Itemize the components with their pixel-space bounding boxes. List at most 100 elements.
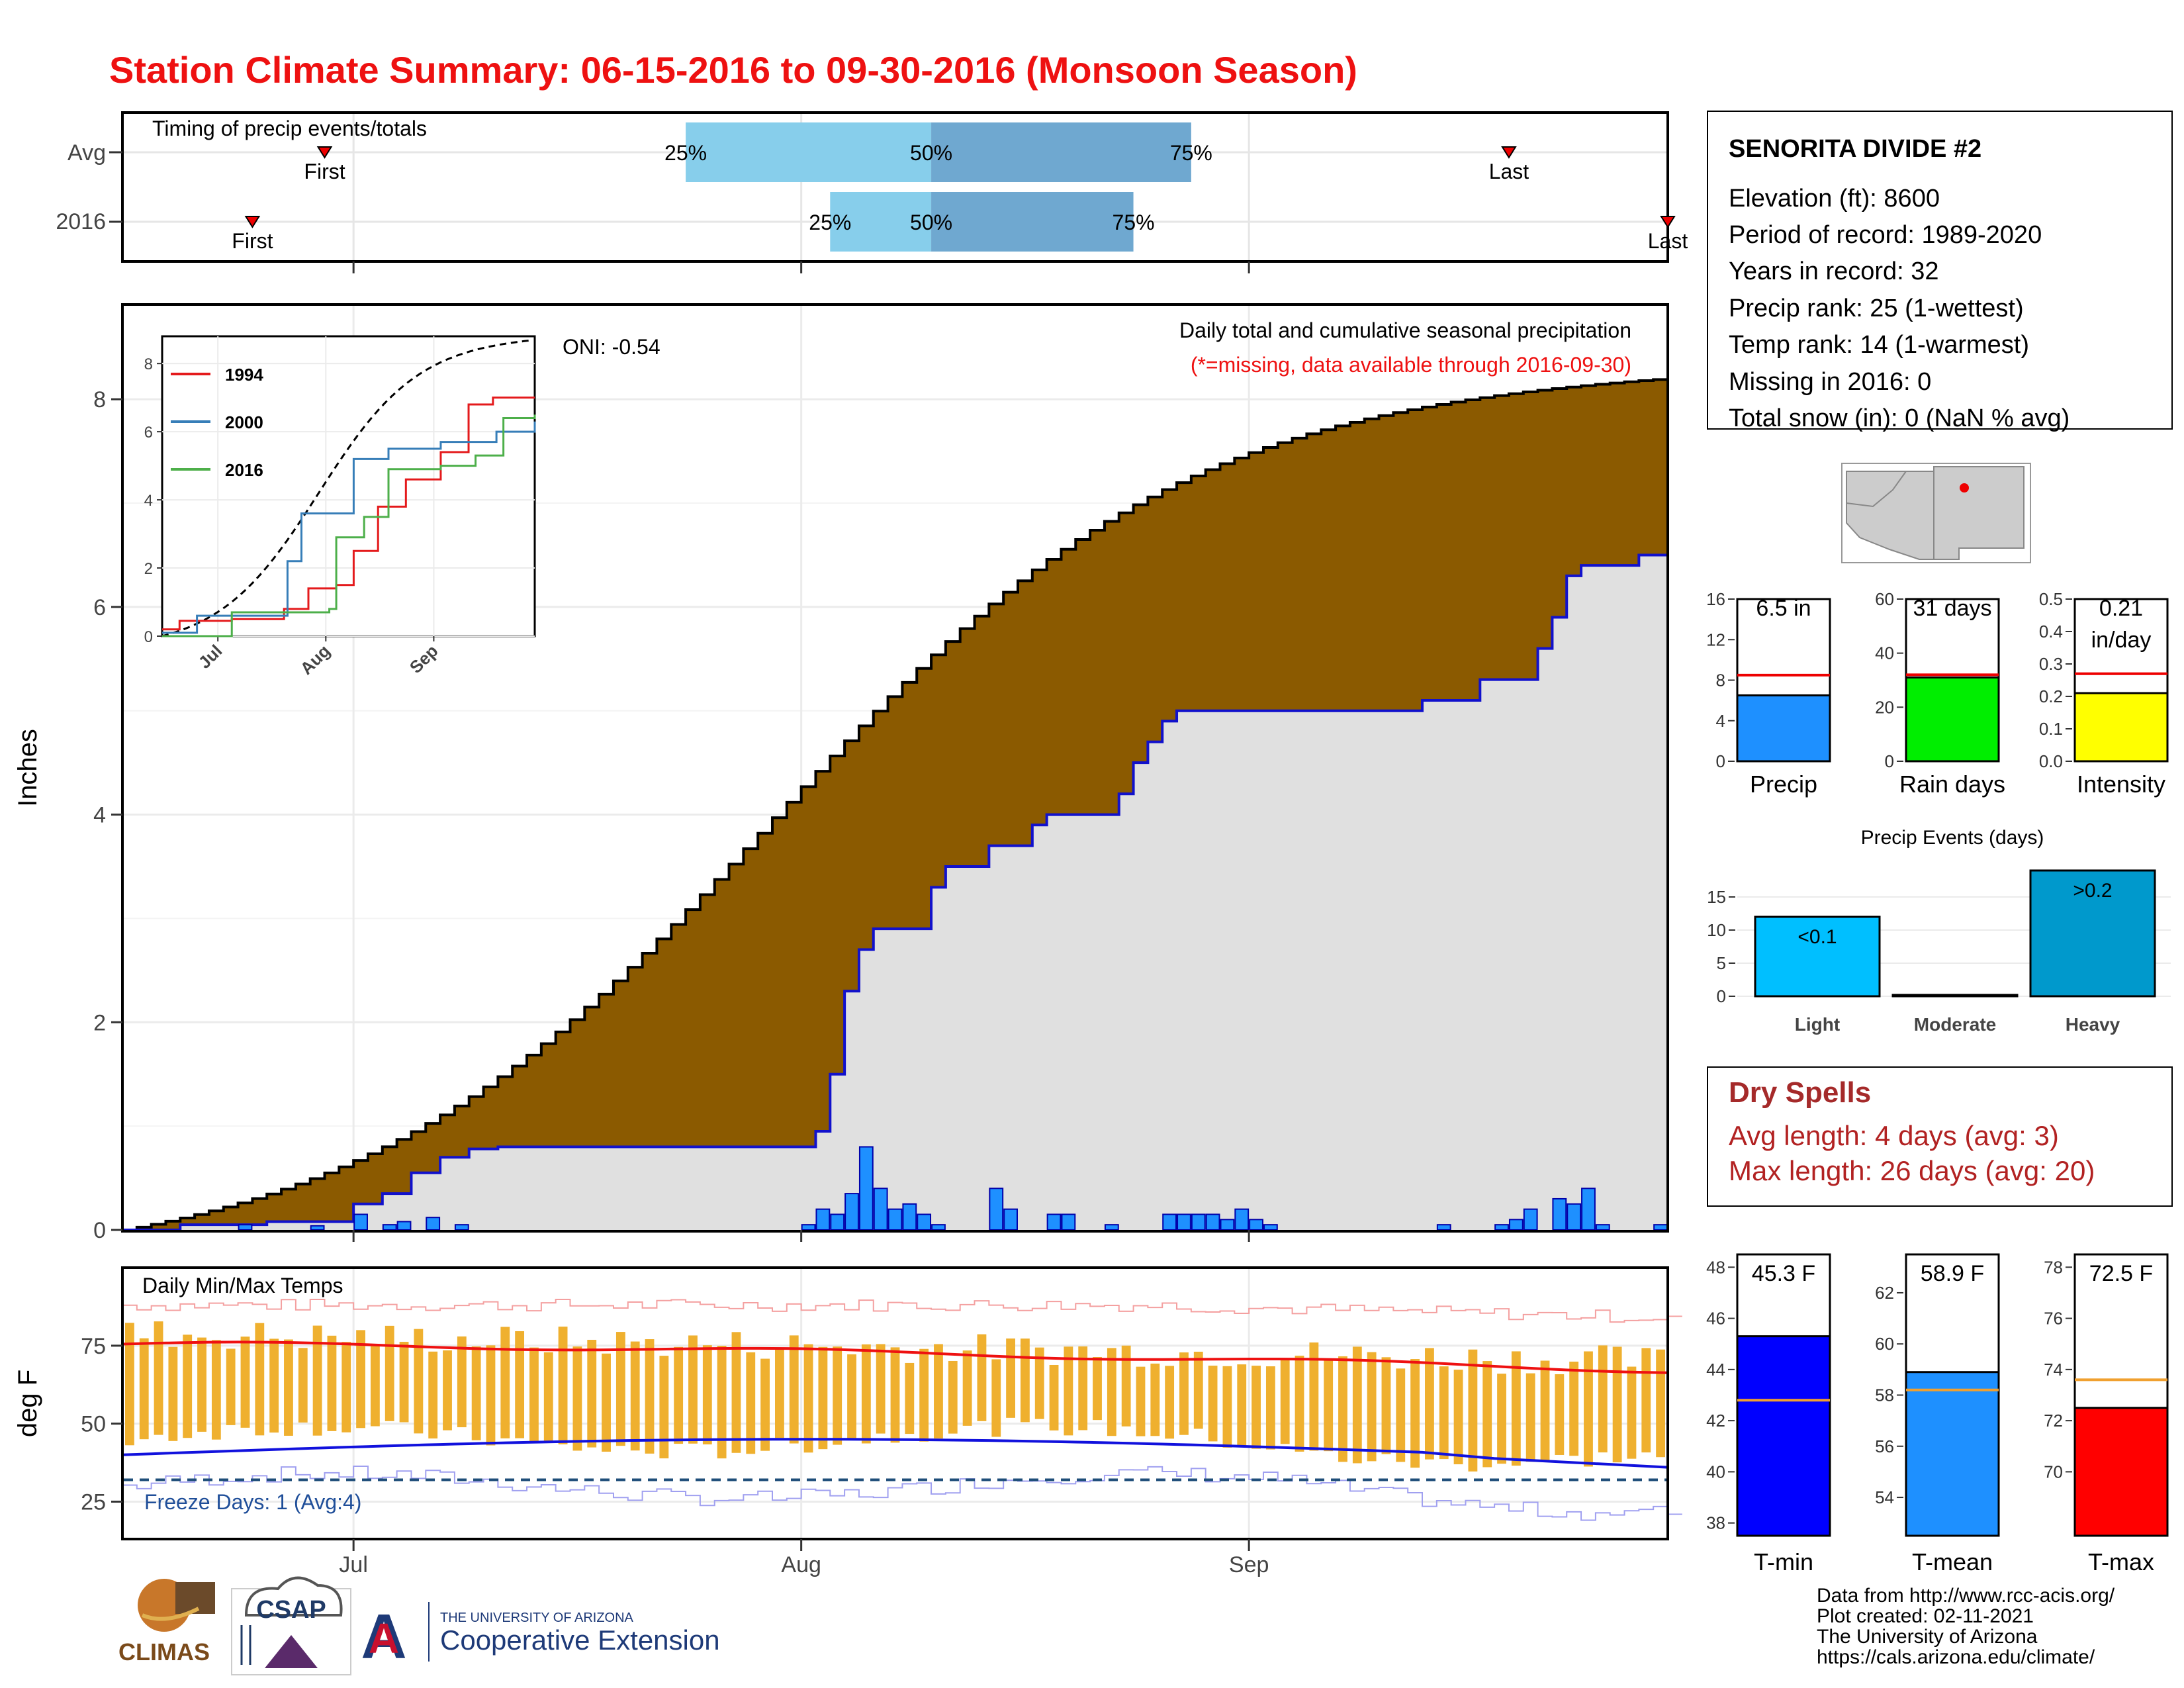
daily-temp-bar bbox=[1078, 1346, 1088, 1430]
events-y-tick-label: 0 bbox=[1717, 986, 1726, 1006]
precip-event-bar bbox=[2029, 869, 2156, 998]
date-x-axis: Jul Aug Sep bbox=[339, 261, 1269, 1577]
temp-y-tick-label: 25 bbox=[81, 1489, 106, 1515]
summary-bar-value: 6.5 in bbox=[1756, 596, 1811, 621]
precip-panel-frame bbox=[121, 303, 1669, 1233]
daily-precip-bar bbox=[1508, 1219, 1524, 1231]
precip-event-category: Light bbox=[1795, 1014, 1840, 1035]
daily-precip-bar bbox=[426, 1217, 441, 1231]
daily-temp-bar bbox=[284, 1339, 293, 1436]
date-x-tick-label: Jul bbox=[339, 1552, 367, 1577]
station-name: SENORITA DIVIDE #2 bbox=[1729, 135, 1981, 163]
precip-y-tick-label: 8 bbox=[93, 387, 106, 412]
daily-precip-bar bbox=[1191, 1213, 1206, 1231]
daily-temp-bar bbox=[327, 1335, 337, 1431]
precip-y-tick-label: 4 bbox=[93, 803, 106, 828]
station-location-marker bbox=[1960, 483, 1969, 492]
timing-last-label: Last bbox=[1489, 160, 1529, 183]
summary-bar bbox=[2073, 692, 2169, 763]
csap-logo-text: CSAP bbox=[256, 1596, 326, 1624]
daily-precip-bar bbox=[1003, 1208, 1018, 1231]
daily-temp-bar bbox=[1309, 1342, 1319, 1451]
dry-spells-title: Dry Spells bbox=[1729, 1076, 1871, 1109]
daily-temp-bar bbox=[428, 1351, 438, 1439]
summary-bar-value: in/day bbox=[2091, 628, 2152, 653]
daily-temp-bar bbox=[1020, 1338, 1030, 1423]
daily-precip-bar bbox=[1653, 1224, 1668, 1231]
precip-y-axis-title: Inches bbox=[13, 729, 42, 807]
dry-spells-max: Max length: 26 days (avg: 20) bbox=[1729, 1155, 2095, 1186]
station-line: Period of record: 1989-2020 bbox=[1729, 221, 2042, 249]
daily-temp-bar bbox=[1540, 1360, 1550, 1460]
daily-temp-bar bbox=[486, 1345, 496, 1446]
events-y-tick-label: 5 bbox=[1717, 953, 1726, 973]
daily-precip-bar bbox=[382, 1224, 397, 1231]
season-summary-bars: 0 4 8 12 16 6.5 in Precip 0 20 40 60 31 days Rain da… bbox=[1706, 589, 2169, 798]
daily-temp-bar bbox=[139, 1338, 149, 1440]
daily-temp-bar bbox=[645, 1339, 655, 1454]
temp-summary-bar bbox=[2073, 1407, 2169, 1537]
daily-temp-bar bbox=[1352, 1346, 1362, 1464]
university-of-arizona-logo: A A THE UNIVERSITY OF ARIZONA Cooperativ… bbox=[361, 1601, 719, 1672]
footer-line: Plot created: 02-11-2021 bbox=[1817, 1605, 2034, 1627]
daily-precip-bar bbox=[238, 1224, 253, 1231]
daily-precip-bar bbox=[1595, 1224, 1610, 1231]
daily-precip-bar bbox=[902, 1203, 917, 1231]
daily-temp-bar bbox=[1049, 1364, 1059, 1430]
timing-first-last-markers: First Last First Last bbox=[232, 146, 1688, 253]
daily-temp-bar bbox=[457, 1336, 467, 1428]
station-line: Elevation (ft): 8600 bbox=[1729, 185, 1940, 212]
daily-temp-bar bbox=[1150, 1363, 1160, 1436]
daily-temp-bar bbox=[1136, 1366, 1146, 1436]
precip-events-title: Precip Events (days) bbox=[1861, 827, 2044, 849]
temp-summary-tick-label: 40 bbox=[1706, 1462, 1725, 1481]
quartile-label: 75% bbox=[1170, 141, 1212, 165]
average-cumulative-line bbox=[122, 378, 1669, 1231]
daily-precip-bar bbox=[931, 1224, 946, 1231]
daily-temp-bar bbox=[414, 1329, 424, 1434]
daily-temp-bar bbox=[803, 1344, 813, 1453]
summary-bar-tick-label: 4 bbox=[1716, 711, 1725, 731]
daily-temp-bar bbox=[1584, 1351, 1593, 1467]
events-y-tick-label: 15 bbox=[1707, 887, 1726, 907]
precip-y-tick-label: 6 bbox=[93, 595, 106, 620]
daily-temp-bar bbox=[1280, 1360, 1290, 1444]
temp-y-tick-label: 50 bbox=[81, 1412, 106, 1437]
daily-precip-bar bbox=[1552, 1197, 1567, 1231]
daily-temp-bar bbox=[269, 1338, 279, 1433]
temp-summary-tick-label: 48 bbox=[1706, 1257, 1725, 1277]
daily-temp-bar bbox=[602, 1353, 611, 1452]
ua-small-text: THE UNIVERSITY OF ARIZONA bbox=[440, 1611, 634, 1625]
daily-precip-bar bbox=[815, 1208, 831, 1231]
timing-row-avg-label: Avg bbox=[68, 140, 106, 165]
daily-temp-bar bbox=[1482, 1361, 1492, 1468]
inset-frame bbox=[161, 335, 536, 637]
timing-row-2016-label: 2016 bbox=[56, 209, 106, 234]
daily-precip-bar bbox=[1104, 1224, 1119, 1231]
timing-first-label: First bbox=[304, 160, 345, 183]
csap-logo: CSAP bbox=[231, 1576, 351, 1675]
inset-y-tick-label: 0 bbox=[144, 628, 153, 646]
daily-temp-bar bbox=[702, 1345, 712, 1444]
temp-summary-tick-label: 42 bbox=[1706, 1411, 1725, 1430]
temp-y-axis: 25 50 75 bbox=[81, 1334, 122, 1515]
daily-temp-bar bbox=[1324, 1359, 1334, 1452]
daily-precip-bar bbox=[1234, 1208, 1250, 1231]
daily-temp-bar bbox=[1497, 1374, 1506, 1464]
precip-panel-subtitle: Daily total and cumulative seasonal prec… bbox=[1179, 318, 1631, 342]
temp-summary-tick-label: 70 bbox=[2044, 1462, 2063, 1481]
daily-temp-bar bbox=[1222, 1366, 1232, 1448]
daily-precip-bar bbox=[1249, 1219, 1263, 1231]
daily-temp-bar bbox=[226, 1348, 236, 1425]
daily-temp-bar bbox=[529, 1347, 539, 1442]
station-info-box: SENORITA DIVIDE #2 Elevation (ft): 8600 … bbox=[1707, 111, 2173, 432]
average-tmin-line bbox=[122, 1438, 1668, 1469]
daily-temp-bar bbox=[991, 1359, 1001, 1437]
daily-temp-bar bbox=[919, 1348, 929, 1442]
daily-temp-bar bbox=[125, 1323, 134, 1446]
daily-precip-bar bbox=[844, 1193, 859, 1231]
timing-first-marker bbox=[316, 146, 333, 159]
summary-bar-tick-label: 0.0 bbox=[2039, 751, 2063, 771]
summary-bar-tick-label: 0.3 bbox=[2039, 654, 2063, 674]
